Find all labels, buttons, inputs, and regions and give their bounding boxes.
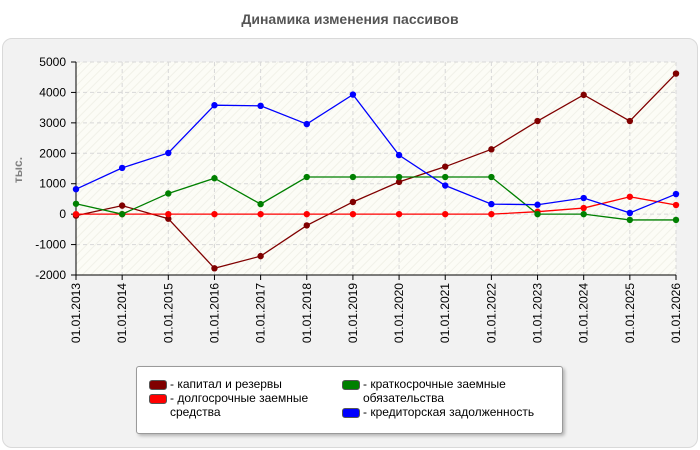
y-tick-label: 3000 [39, 116, 66, 130]
data-point [257, 102, 264, 110]
legend-swatch [342, 408, 360, 418]
data-point [626, 193, 634, 200]
legend-item-payables: - кредиторская задолженность [342, 405, 534, 419]
x-tick-label: 01.01.2018 [300, 283, 314, 343]
data-point [580, 204, 587, 212]
data-point [257, 252, 264, 260]
data-point [257, 210, 264, 218]
x-tick-label: 01.01.2017 [254, 283, 268, 343]
x-tick-label: 01.01.2014 [115, 283, 129, 343]
series-line-0 [75, 73, 677, 270]
y-axis-label: тыс. [11, 157, 25, 183]
data-point [672, 190, 680, 198]
x-tick-label: 01.01.2025 [623, 283, 637, 343]
data-point [580, 194, 587, 202]
series-line-2 [75, 176, 676, 221]
data-point [349, 210, 357, 218]
data-point [442, 182, 449, 189]
legend-swatch [149, 380, 167, 390]
y-tick-label: 2000 [39, 146, 66, 160]
data-point [165, 210, 172, 218]
data-point [442, 163, 449, 170]
data-point [626, 216, 634, 224]
data-point [303, 210, 310, 218]
y-tick-label: 0 [59, 207, 66, 221]
data-point [257, 200, 264, 208]
x-tick-label: 01.01.2022 [484, 283, 498, 343]
data-point [118, 210, 126, 218]
data-point [395, 210, 403, 218]
data-point [626, 117, 634, 125]
data-point [211, 175, 218, 182]
data-point [395, 178, 403, 186]
data-point [165, 149, 172, 157]
y-tick-label: -2000 [35, 268, 66, 282]
legend-label: - долгосрочные заемные средства [170, 391, 309, 419]
data-point [165, 190, 172, 197]
data-point [580, 91, 587, 99]
data-point [442, 173, 449, 181]
data-point [118, 164, 126, 172]
data-point [534, 210, 541, 218]
y-tick-label: 1000 [39, 177, 66, 191]
data-point [488, 173, 495, 181]
legend-label: - краткосрочные заемные обязательства [363, 377, 506, 405]
x-tick-label: 01.01.2015 [161, 283, 175, 343]
legend-label: - капитал и резервы [170, 377, 282, 391]
x-tick-label: 01.01.2016 [207, 283, 221, 343]
data-point [672, 216, 680, 224]
y-tick-label: 4000 [39, 85, 66, 99]
legend-label: - кредиторская задолженность [363, 405, 535, 419]
data-point [349, 91, 357, 98]
data-point [303, 222, 310, 229]
data-point [165, 215, 172, 222]
x-tick-label: 01.01.2023 [531, 283, 545, 343]
x-tick-label: 01.01.2019 [346, 283, 360, 343]
data-point [303, 173, 310, 181]
data-point [580, 210, 587, 218]
data-point [211, 210, 218, 218]
data-point [672, 201, 680, 209]
data-point [211, 102, 218, 109]
y-tick-label: -1000 [35, 238, 66, 252]
x-tick-label: 01.01.2024 [577, 283, 591, 343]
data-point [442, 210, 449, 218]
data-point [395, 151, 403, 159]
data-point [626, 209, 634, 217]
data-point [303, 120, 310, 128]
data-point [395, 173, 403, 181]
x-tick-label: 01.01.2026 [669, 283, 683, 343]
legend-swatch [149, 394, 167, 404]
data-point [211, 265, 218, 272]
data-point [672, 70, 680, 77]
x-tick-label: 01.01.2020 [392, 283, 406, 343]
y-tick-label: 5000 [39, 55, 66, 69]
data-point [118, 202, 126, 209]
x-tick-label: 01.01.2021 [438, 283, 452, 343]
data-point [534, 201, 541, 208]
legend: - капитал и резервы - долгосрочные заемн… [136, 366, 563, 434]
series-line-3 [75, 93, 677, 214]
data-point [488, 200, 495, 208]
data-point [488, 146, 495, 153]
data-point [349, 198, 357, 206]
data-point [488, 210, 495, 218]
data-point [72, 210, 80, 218]
plot-hatch [76, 62, 676, 275]
legend-item-shortterm: - краткосрочные заемные обязательства [342, 377, 506, 405]
data-point [72, 200, 80, 207]
legend-item-longterm: - долгосрочные заемные средства [149, 391, 308, 419]
data-point [534, 117, 541, 125]
legend-item-capital: - капитал и резервы [149, 377, 282, 391]
x-tick-label: 01.01.2013 [69, 283, 83, 343]
legend-swatch [342, 380, 360, 390]
chart-title: Динамика изменения пассивов [241, 11, 459, 27]
data-point [349, 173, 357, 181]
series-line-1 [76, 196, 677, 215]
data-point [72, 185, 80, 193]
